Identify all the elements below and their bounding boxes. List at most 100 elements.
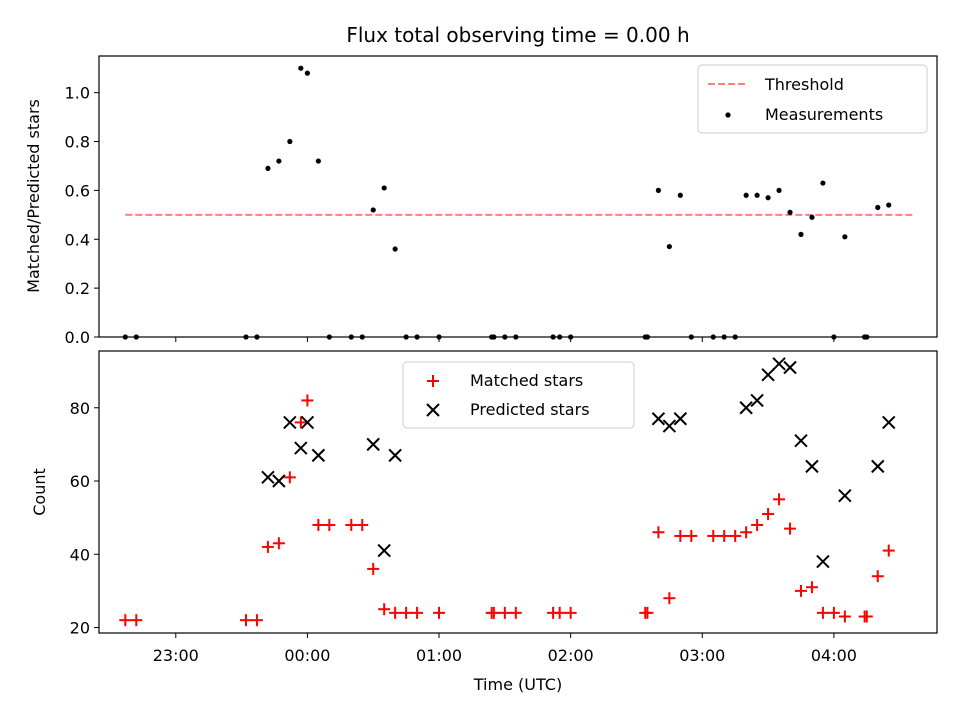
matched-star-point bbox=[400, 606, 413, 619]
matched-star-point bbox=[652, 526, 665, 539]
predicted-star-point bbox=[882, 415, 896, 430]
legend-matched-label: Matched stars bbox=[470, 371, 583, 390]
count-x-tick-label: 01:00 bbox=[416, 646, 462, 665]
measurement-point bbox=[315, 158, 321, 164]
matched-star-point bbox=[641, 606, 654, 619]
predicted-star-point bbox=[261, 470, 275, 485]
count-x-tick-label: 03:00 bbox=[679, 646, 725, 665]
ratio-legend-box bbox=[697, 64, 928, 134]
matched-star-point bbox=[729, 529, 742, 542]
count-legend: Matched stars Predicted stars bbox=[402, 361, 635, 429]
predicted-star-point bbox=[805, 459, 819, 474]
predicted-star-point bbox=[294, 441, 308, 455]
matched-star-point bbox=[718, 529, 731, 542]
count-x-tick-label: 00:00 bbox=[284, 646, 330, 665]
chart-title: Flux total observing time = 0.00 h bbox=[346, 23, 689, 47]
count-x-tick-label: 04:00 bbox=[811, 646, 857, 665]
ratio-y-tick-label: 0.8 bbox=[65, 133, 90, 152]
predicted-star-point bbox=[388, 448, 402, 463]
ratio-legend: Threshold Measurements bbox=[697, 64, 928, 134]
matched-star-point bbox=[553, 606, 566, 619]
measurement-point bbox=[776, 187, 782, 193]
measurement-point bbox=[677, 192, 683, 198]
measurement-point bbox=[765, 195, 771, 201]
matched-star-point bbox=[794, 584, 807, 597]
measurement-point bbox=[392, 246, 398, 252]
predicted-star-point bbox=[673, 412, 688, 426]
predicted-star-point bbox=[283, 415, 297, 430]
measurement-point bbox=[754, 192, 760, 198]
matched-star-point bbox=[838, 610, 851, 623]
predicted-star-point bbox=[377, 543, 391, 558]
matched-star-point bbox=[816, 606, 829, 619]
measurement-point bbox=[298, 65, 304, 71]
count-legend-box bbox=[402, 361, 635, 429]
ratio-y-tick-label: 0.2 bbox=[65, 279, 90, 298]
count-x-tick-label: 02:00 bbox=[548, 646, 594, 665]
matched-star-point bbox=[294, 416, 307, 429]
x-axis-label: Time (UTC) bbox=[473, 675, 562, 694]
predicted-star-point bbox=[772, 357, 786, 371]
matched-star-point bbox=[707, 529, 720, 542]
legend-measurements-swatch bbox=[725, 112, 731, 118]
matched-star-point bbox=[323, 518, 336, 531]
legend-measurements-label: Measurements bbox=[765, 105, 883, 124]
measurement-point bbox=[370, 207, 376, 213]
matched-star-point bbox=[762, 507, 775, 520]
matched-star-point bbox=[433, 606, 446, 619]
predicted-star-point bbox=[838, 488, 852, 503]
legend-predicted-label: Predicted stars bbox=[470, 400, 590, 419]
measurement-point bbox=[809, 214, 815, 220]
count-plot-frame bbox=[98, 350, 938, 634]
matched-star-point bbox=[740, 526, 753, 539]
matched-star-point bbox=[827, 606, 840, 619]
ratio-y-tick-label: 0.4 bbox=[65, 230, 90, 249]
matched-star-point bbox=[564, 606, 577, 619]
predicted-star-point bbox=[366, 437, 380, 452]
predicted-star-point bbox=[300, 415, 315, 430]
measurement-point bbox=[265, 165, 271, 171]
matched-star-point bbox=[261, 540, 274, 553]
matched-star-point bbox=[674, 529, 687, 542]
measurement-point bbox=[304, 70, 311, 76]
matched-star-point bbox=[784, 522, 797, 535]
ratio-y-axis-label: Matched/Predicted stars bbox=[24, 99, 43, 293]
matched-star-point bbox=[389, 606, 402, 619]
measurement-point bbox=[287, 138, 293, 145]
matched-star-point bbox=[751, 518, 764, 531]
matched-star-point bbox=[882, 544, 895, 557]
predicted-star-point bbox=[739, 401, 753, 415]
predicted-star-point bbox=[750, 393, 764, 408]
matched-star-point bbox=[378, 603, 391, 616]
measurement-point bbox=[381, 185, 387, 191]
measurement-point bbox=[886, 202, 892, 208]
predicted-star-point bbox=[651, 412, 666, 426]
ratio-plot-frame bbox=[98, 55, 938, 338]
matched-star-point bbox=[345, 518, 358, 531]
ratio-axis-ticks: 0.0 0.2 0.4 0.6 0.8 1.0 bbox=[65, 84, 835, 347]
measurement-point bbox=[820, 180, 826, 186]
count-y-tick-label: 40 bbox=[70, 545, 90, 564]
matched-star-point bbox=[130, 614, 143, 627]
matched-star-point bbox=[283, 471, 296, 484]
matched-star-point bbox=[487, 606, 500, 619]
ratio-panel: Flux total observing time = 0.00 h 0.00.… bbox=[24, 23, 938, 347]
count-y-axis-label: Count bbox=[30, 468, 49, 516]
count-panel: 20 40 60 80 23:00 00:00 01:00 02:00 03:00 04:00 C… bbox=[30, 350, 938, 694]
matched-star-point bbox=[119, 614, 132, 627]
measurement-point bbox=[666, 243, 672, 250]
ratio-y-tick-label: 0.6 bbox=[65, 181, 90, 200]
predicted-star-point bbox=[311, 448, 326, 463]
matched-star-point bbox=[498, 606, 511, 619]
predicted-star-point bbox=[871, 459, 885, 474]
measurement-point bbox=[798, 231, 804, 237]
legend-matched-swatch bbox=[427, 375, 439, 387]
legend-threshold-label: Threshold bbox=[764, 75, 844, 94]
predicted-star-point bbox=[761, 368, 775, 382]
measurement-point bbox=[743, 192, 749, 198]
matched-star-point bbox=[509, 606, 522, 619]
count-axis-ticks: 20 40 60 80 23:00 00:00 01:00 02:00 03:00 04:00 bbox=[70, 399, 857, 665]
count-y-tick-label: 80 bbox=[70, 399, 90, 418]
measurement-point bbox=[875, 204, 881, 211]
